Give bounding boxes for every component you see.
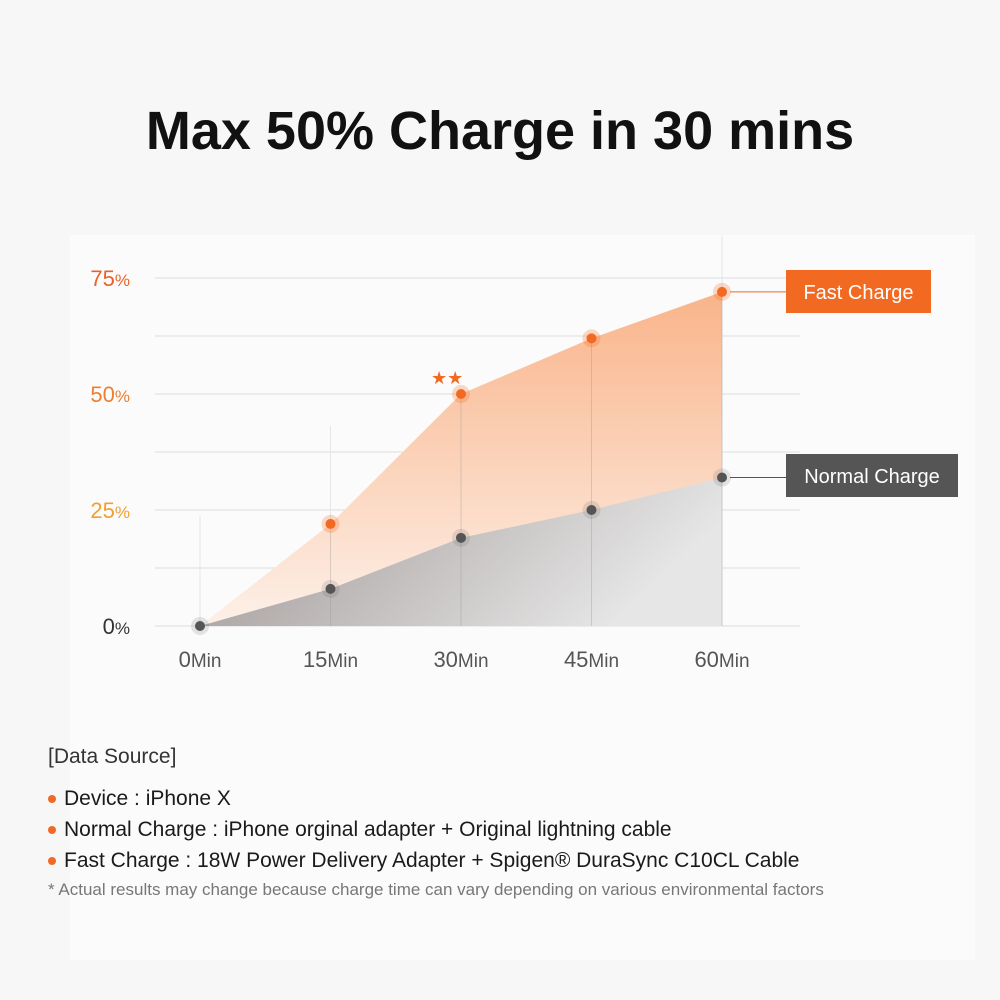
bullet-icon (48, 826, 56, 835)
y-tick-label: 25% (90, 498, 130, 523)
legend-label: Normal Charge (804, 466, 940, 488)
fast-charge-point (586, 333, 597, 344)
note-item: Device : iPhone X (48, 787, 824, 811)
legend-label: Fast Charge (803, 282, 913, 304)
x-tick-label: 15Min (303, 647, 358, 672)
bullet-icon (48, 857, 56, 866)
note-text: Normal Charge : iPhone orginal adapter +… (64, 818, 672, 841)
x-tick-number: 30 (433, 647, 457, 672)
legend-box (786, 454, 958, 497)
x-tick-label: 60Min (694, 647, 749, 672)
bullet-icon (48, 795, 56, 804)
footnote: * Actual results may change because char… (48, 880, 824, 899)
x-tick-number: 45 (564, 647, 588, 672)
y-tick-number: 50 (90, 382, 114, 407)
chart-title: Max 50% Charge in 30 mins (145, 101, 855, 161)
x-tick-label: 0Min (179, 647, 222, 672)
x-tick-number: 0 (179, 647, 191, 672)
legend-box (786, 270, 931, 313)
x-tick-number: 60 (694, 647, 718, 672)
normal-charge-point (586, 505, 597, 515)
note-text: Fast Charge : 18W Power Delivery Adapter… (64, 849, 800, 872)
x-tick-unit: Min (458, 651, 489, 672)
x-tick-unit: Min (191, 651, 222, 672)
y-tick-label: 75% (90, 266, 130, 291)
data-source-heading: [Data Source] (48, 745, 177, 768)
y-tick-unit: % (115, 271, 130, 290)
note-text: Device : iPhone X (64, 787, 231, 810)
x-tick-unit: Min (588, 651, 619, 672)
y-tick-number: 25 (90, 498, 114, 523)
y-tick-unit: % (115, 387, 130, 406)
fast-charge-point (456, 389, 466, 399)
note-item: Normal Charge : iPhone orginal adapter +… (48, 818, 824, 842)
y-tick-unit: % (115, 619, 130, 638)
y-tick-number: 0 (103, 614, 115, 639)
y-tick-label: 50% (90, 382, 130, 407)
star-icon: ★★ (431, 368, 463, 389)
x-tick-number: 15 (303, 647, 327, 672)
y-tick-number: 75 (90, 266, 114, 291)
y-tick-unit: % (115, 503, 130, 522)
y-tick-label: 0% (103, 614, 130, 639)
x-tick-label: 30Min (433, 647, 488, 672)
normal-charge-point (456, 532, 466, 543)
normal-charge-point (195, 621, 205, 631)
normal-charge-point (325, 583, 336, 594)
x-tick-label: 45Min (564, 647, 619, 672)
fast-charge-point (717, 286, 727, 297)
x-tick-unit: Min (719, 651, 750, 672)
data-source-notes: [Data Source] Device : iPhone X Normal C… (48, 745, 824, 900)
x-tick-unit: Min (327, 651, 358, 672)
fast-charge-point (325, 518, 336, 529)
normal-charge-point (717, 472, 727, 483)
note-item: Fast Charge : 18W Power Delivery Adapter… (48, 849, 824, 873)
